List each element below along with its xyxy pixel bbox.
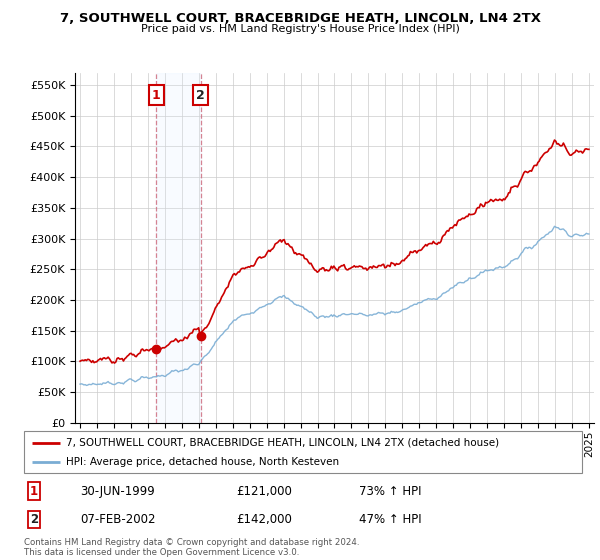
- FancyBboxPatch shape: [24, 431, 582, 473]
- Text: £142,000: £142,000: [236, 513, 292, 526]
- Text: Contains HM Land Registry data © Crown copyright and database right 2024.
This d: Contains HM Land Registry data © Crown c…: [24, 538, 359, 557]
- Bar: [157, 73, 200, 423]
- Text: 7, SOUTHWELL COURT, BRACEBRIDGE HEATH, LINCOLN, LN4 2TX (detached house): 7, SOUTHWELL COURT, BRACEBRIDGE HEATH, L…: [66, 437, 499, 447]
- Text: 30-JUN-1999: 30-JUN-1999: [80, 484, 155, 497]
- Text: HPI: Average price, detached house, North Kesteven: HPI: Average price, detached house, Nort…: [66, 457, 339, 467]
- Text: 2: 2: [30, 513, 38, 526]
- Text: 1: 1: [152, 88, 161, 101]
- Text: 47% ↑ HPI: 47% ↑ HPI: [359, 513, 421, 526]
- Text: 1: 1: [30, 484, 38, 497]
- Text: £121,000: £121,000: [236, 484, 292, 497]
- Text: Price paid vs. HM Land Registry's House Price Index (HPI): Price paid vs. HM Land Registry's House …: [140, 24, 460, 34]
- Text: 7, SOUTHWELL COURT, BRACEBRIDGE HEATH, LINCOLN, LN4 2TX: 7, SOUTHWELL COURT, BRACEBRIDGE HEATH, L…: [59, 12, 541, 25]
- Text: 73% ↑ HPI: 73% ↑ HPI: [359, 484, 421, 497]
- Text: 2: 2: [196, 88, 205, 101]
- Text: 07-FEB-2002: 07-FEB-2002: [80, 513, 155, 526]
